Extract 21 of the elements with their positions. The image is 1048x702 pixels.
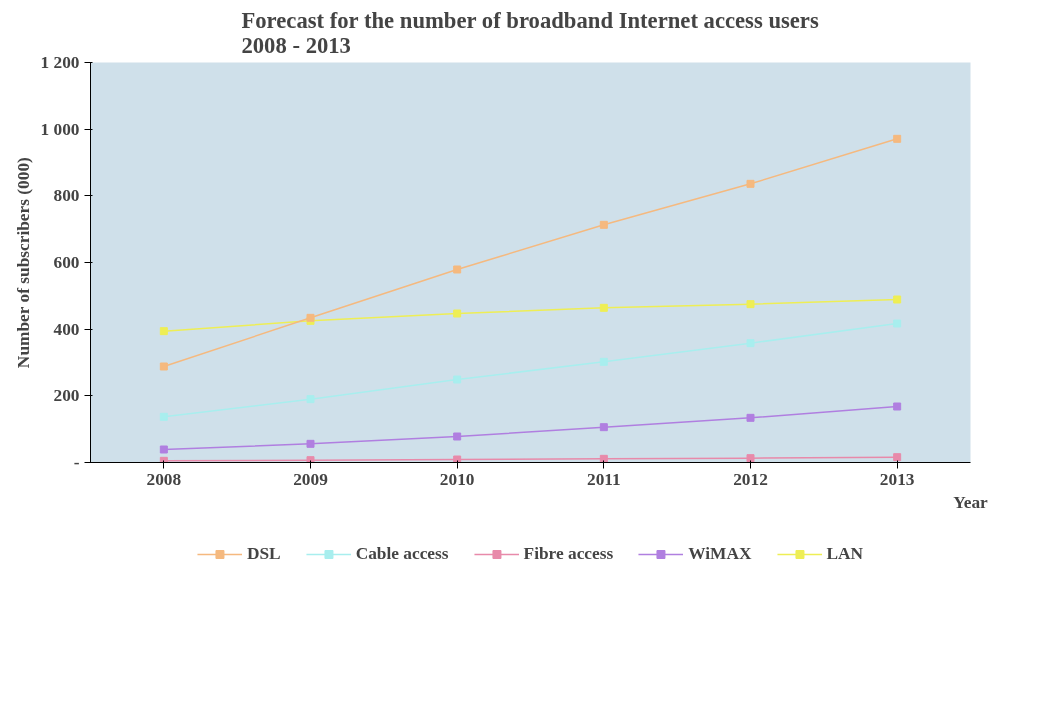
x-tick-label: 2009 (293, 469, 329, 489)
y-tick-label: 1 000 (40, 119, 80, 139)
chart-title: Forecast for the number of broadband Internet access users 2008 - 2013 (241, 7, 819, 58)
legend-label: WiMAX (688, 544, 752, 564)
y-axis-title: Number of subscribers (000) (13, 156, 33, 369)
legend-label: Cable access (355, 544, 449, 564)
legend-label: DSL (246, 544, 281, 564)
x-tick-label: 2012 (733, 469, 768, 489)
y-tick-label: - (73, 453, 80, 472)
x-tick-label: 2010 (439, 469, 475, 489)
x-axis-title: Year (953, 492, 989, 512)
legend-label: Fibre access (523, 544, 614, 564)
legend-label: LAN (826, 544, 864, 564)
x-tick-label: 2011 (586, 469, 621, 489)
y-tick-label: 800 (53, 186, 80, 206)
y-tick-label: 600 (53, 253, 80, 272)
x-tick-label: 2008 (146, 469, 182, 489)
y-tick-label: 400 (53, 319, 80, 339)
x-tick-label: 2013 (879, 469, 915, 489)
y-tick-label: 200 (53, 386, 80, 406)
y-tick-label: 1 200 (40, 53, 80, 72)
